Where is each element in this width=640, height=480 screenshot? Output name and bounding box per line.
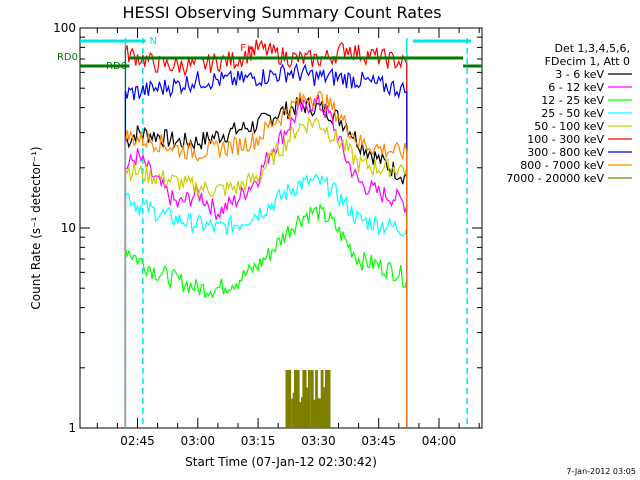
legend-entry-label: 25 - 50 keV <box>541 107 604 120</box>
legend-entry-label: 300 - 800 keV <box>527 146 604 159</box>
plot-area-border <box>79 27 483 429</box>
flag-bars: N F RD0 RD6 <box>57 36 482 72</box>
series-line-12-25kev <box>124 202 408 428</box>
legend-header-line-1: Det 1,3,4,5,6, <box>554 42 630 55</box>
x-axis: 02:45 03:00 03:15 03:30 03:45 04:00 <box>96 28 480 448</box>
timestamp: 7-Jan-2012 03:05 <box>566 467 636 476</box>
flag-label-f: F <box>240 43 246 54</box>
legend: Det 1,3,4,5,6, FDecim 1, Att 0 3 - 6 keV… <box>506 42 632 185</box>
legend-entry-label: 7000 - 20000 keV <box>506 172 604 185</box>
y-tick-label: 1 <box>68 421 76 435</box>
series-line-50-100kev <box>124 117 408 428</box>
legend-entry-label: 6 - 12 keV <box>548 81 604 94</box>
series-line-800-7000kev <box>124 91 408 428</box>
coverage-markers <box>124 38 468 428</box>
series-line-6-12kev <box>124 94 408 428</box>
plot-frame <box>79 27 483 429</box>
flag-label-rd6: RD6 <box>106 61 127 72</box>
flag-label-rd0: RD0 <box>57 52 78 63</box>
series-line-25-50kev <box>124 173 408 428</box>
series-line-100-300kev <box>124 39 408 428</box>
x-tick-label: 03:45 <box>361 434 396 448</box>
y-tick-label: 10 <box>61 221 76 235</box>
x-axis-label: Start Time (07-Jan-12 02:30:42) <box>185 455 377 469</box>
x-tick-label: 03:15 <box>241 434 276 448</box>
chart-title: HESSI Observing Summary Count Rates <box>122 3 441 22</box>
legend-entry-label: 800 - 7000 keV <box>520 159 604 172</box>
legend-entry-label: 12 - 25 keV <box>541 94 604 107</box>
flag-label-n: N <box>150 36 157 47</box>
legend-header-line-2: FDecim 1, Att 0 <box>545 55 630 68</box>
legend-entry-label: 50 - 100 keV <box>534 120 604 133</box>
y-axis: 1 10 100 <box>53 21 482 435</box>
x-tick-label: 03:30 <box>301 434 336 448</box>
y-tick-label: 100 <box>53 21 76 35</box>
x-tick-label: 02:45 <box>120 434 155 448</box>
series-line-300-800kev <box>124 62 408 428</box>
series-layer <box>124 39 408 428</box>
series-line-7000-20000-kev <box>285 370 331 428</box>
x-tick-label: 03:00 <box>180 434 215 448</box>
legend-entry-label: 100 - 300 keV <box>527 133 604 146</box>
legend-entry-label: 3 - 6 keV <box>555 68 604 81</box>
series-line-3-6kev <box>124 96 408 428</box>
y-axis-label: Count Rate (s⁻¹ detector⁻¹) <box>29 146 43 309</box>
x-tick-label: 04:00 <box>422 434 457 448</box>
